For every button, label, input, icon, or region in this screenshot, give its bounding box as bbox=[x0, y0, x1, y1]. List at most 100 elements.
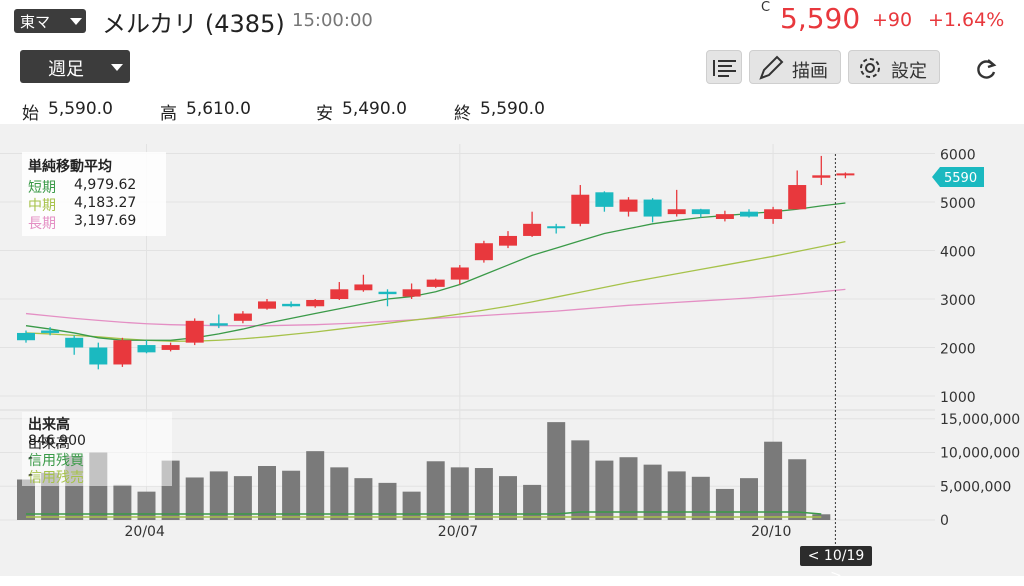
candle-body bbox=[450, 267, 469, 280]
volume-bar bbox=[523, 484, 542, 520]
period-selector[interactable]: 週足 bbox=[20, 50, 130, 83]
list-icon bbox=[713, 60, 736, 77]
candle-body bbox=[667, 209, 686, 215]
volume-bar bbox=[715, 488, 734, 520]
volume-tick-label: 5,000,000 bbox=[940, 479, 1011, 495]
indicator-list-button[interactable] bbox=[706, 50, 742, 84]
market-selector[interactable]: 東マ bbox=[14, 9, 86, 33]
draw-label: 描画 bbox=[792, 61, 828, 82]
margin-buy-value: - bbox=[28, 450, 34, 466]
volume-tick-label: 15,000,000 bbox=[940, 412, 1020, 428]
high-label: 高 bbox=[160, 104, 177, 124]
volume-bar bbox=[354, 478, 373, 520]
candle-body bbox=[185, 320, 204, 343]
candle-body bbox=[161, 345, 180, 350]
settings-label: 設定 bbox=[891, 61, 927, 82]
volume-bar bbox=[426, 461, 445, 520]
volume-bar bbox=[209, 471, 228, 520]
candle-body bbox=[282, 303, 301, 307]
refresh-icon[interactable] bbox=[972, 56, 1000, 84]
ma-legend-title: 単純移動平均 bbox=[28, 159, 112, 175]
candle-body bbox=[17, 332, 35, 341]
ma-legend: 単純移動平均 短期 4,979.62 中期 4,183.27 長期 3,197.… bbox=[22, 152, 166, 236]
time-tick-label: 20/07 bbox=[438, 524, 478, 540]
market-label: 東マ bbox=[20, 13, 51, 31]
candle-body bbox=[691, 209, 710, 215]
price-change-percent: +1.64% bbox=[928, 9, 1005, 31]
price-tag-text: 5590 bbox=[944, 171, 977, 186]
volume-bar bbox=[643, 464, 662, 520]
ma-long-line bbox=[25, 288, 846, 327]
ma-mid-value: 4,183.27 bbox=[74, 195, 137, 211]
caret-down-icon bbox=[70, 18, 82, 25]
candle-body bbox=[402, 289, 421, 297]
volume-bar bbox=[547, 422, 566, 520]
volume-value: 846,900 bbox=[28, 433, 86, 449]
ma-long-value: 3,197.69 bbox=[74, 213, 137, 229]
candle-body bbox=[523, 223, 542, 236]
volume-bar bbox=[619, 457, 638, 520]
volume-bar bbox=[137, 491, 156, 520]
close-value: 5,590.0 bbox=[480, 99, 545, 119]
volume-bar bbox=[330, 467, 349, 520]
time-tick-label: 20/10 bbox=[751, 524, 791, 540]
price-tick-label: 4000 bbox=[940, 245, 976, 261]
candle-body bbox=[474, 243, 493, 261]
volume-legend-title: 出来高 bbox=[28, 417, 70, 433]
price-chart[interactable]: 1000 2000 3000 4000 5000 6000 20/04 20/07 20/10 0… bbox=[0, 124, 1024, 576]
open-label: 始 bbox=[22, 104, 39, 124]
low-label: 安 bbox=[316, 104, 333, 124]
volume-bar bbox=[282, 470, 301, 520]
draw-button[interactable]: 描画 bbox=[749, 50, 841, 84]
gear-icon bbox=[860, 58, 880, 78]
quote-time: 15:00:00 bbox=[292, 10, 373, 31]
volume-bar bbox=[113, 484, 132, 520]
volume-bar bbox=[233, 476, 252, 520]
candle-body bbox=[740, 211, 758, 217]
volume-bar bbox=[306, 451, 325, 520]
candle-body bbox=[330, 289, 349, 299]
settings-button[interactable]: 設定 bbox=[848, 50, 940, 84]
ma-mid-label: 中期 bbox=[28, 198, 56, 214]
candle-body bbox=[89, 347, 108, 365]
volume-bar bbox=[450, 467, 469, 520]
candle-body bbox=[354, 284, 373, 291]
ma-short-value: 4,979.62 bbox=[74, 177, 137, 193]
candle-body bbox=[306, 299, 325, 307]
date-cursor-tag[interactable]: < 10/19 > bbox=[800, 546, 872, 584]
margin-buy-line bbox=[26, 511, 822, 515]
candle-body bbox=[788, 185, 807, 210]
time-tick-label: 20/04 bbox=[125, 524, 165, 540]
candle-body bbox=[426, 279, 445, 287]
volume-bar bbox=[764, 441, 783, 520]
candle-body bbox=[209, 323, 228, 326]
volume-bar bbox=[571, 440, 590, 520]
candle-body bbox=[643, 199, 662, 217]
price-tick-label: 1000 bbox=[940, 390, 976, 406]
candle-body bbox=[836, 173, 855, 176]
volume-bar bbox=[667, 471, 686, 520]
candle-body bbox=[595, 192, 614, 207]
ma-short-line bbox=[25, 202, 846, 341]
volume-bar bbox=[258, 466, 276, 520]
volume-bar bbox=[595, 460, 614, 520]
candle-body bbox=[258, 301, 276, 309]
pencil-icon bbox=[759, 55, 784, 80]
margin-sell-label: 信用残売 bbox=[28, 470, 84, 486]
volume-bar bbox=[474, 468, 493, 520]
volume-bar bbox=[788, 459, 807, 520]
volume-bar bbox=[185, 477, 204, 520]
low-value: 5,490.0 bbox=[342, 99, 407, 119]
candle-body bbox=[378, 291, 397, 295]
volume-bar bbox=[402, 491, 421, 520]
candle-body bbox=[715, 214, 734, 219]
candle-body bbox=[547, 226, 566, 229]
candle-body bbox=[41, 330, 60, 333]
period-label: 週足 bbox=[48, 59, 84, 80]
current-price-tag: 5590 bbox=[932, 167, 984, 187]
volume-bar bbox=[691, 476, 710, 520]
candle-body bbox=[812, 175, 831, 178]
caret-down-icon bbox=[111, 64, 123, 71]
stock-name: メルカリ (4385) bbox=[102, 10, 285, 38]
volume-bar bbox=[17, 479, 35, 520]
